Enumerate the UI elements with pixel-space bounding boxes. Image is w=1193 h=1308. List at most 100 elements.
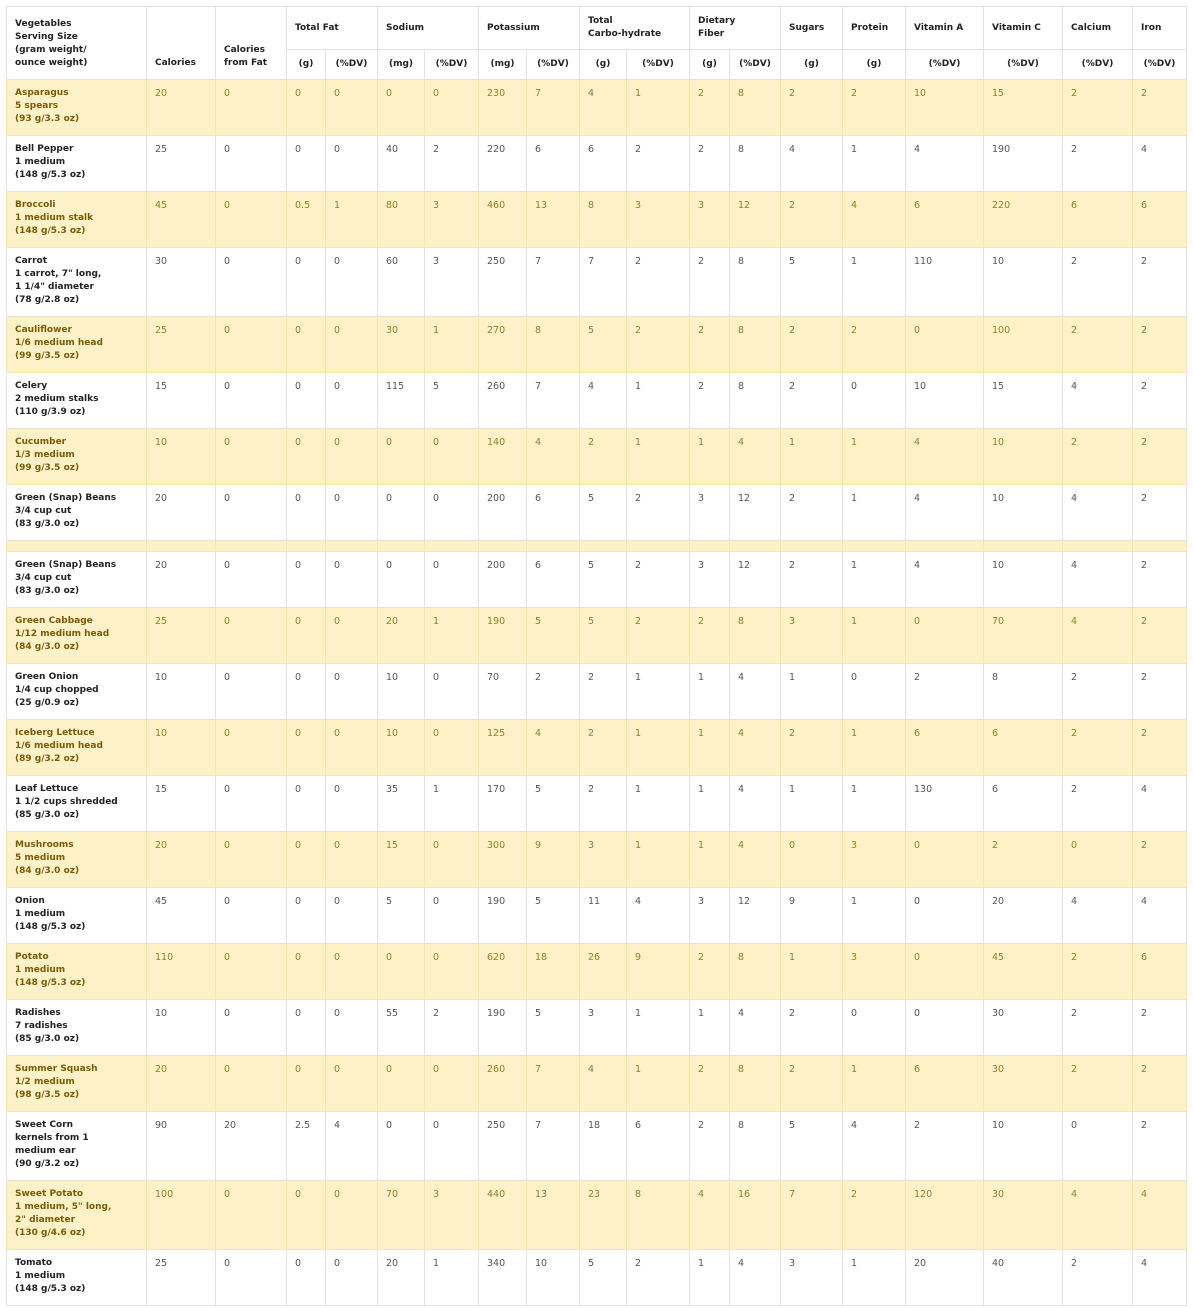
value-cell: 8	[729, 135, 782, 192]
value-cell: 4	[1132, 887, 1188, 944]
vegetable-name-cell: Carrot 1 carrot, 7" long, 1 1/4" diameter (…	[6, 247, 147, 317]
value-cell: 1	[423, 1249, 480, 1306]
value-cell: 1	[423, 607, 480, 664]
unit-header: (%DV)	[1062, 49, 1134, 80]
table-row: Summer Squash 1/2 medium (98 g/3.5 oz) 20 0 0…	[6, 1055, 1188, 1112]
text-line: (148 g/5.3 oz)	[15, 226, 86, 236]
value-cell: 1	[842, 135, 907, 192]
value-cell: 4	[729, 663, 782, 720]
vegetable-name-cell: Tomato 1 medium (148 g/5.3 oz)	[6, 1249, 147, 1306]
value-cell: 0	[215, 887, 287, 944]
value-cell	[842, 540, 907, 552]
value-cell: 0	[286, 775, 326, 832]
value-cell: 0	[215, 79, 287, 136]
value-cell	[780, 540, 844, 552]
value-cell: 9	[626, 943, 691, 1000]
text-line: Green (Snap) Beans	[15, 493, 117, 503]
text-line: Summer Squash	[15, 1064, 98, 1074]
value-cell: 3	[689, 484, 731, 541]
table-row: Green (Snap) Beans 3/4 cup cut (83 g/3.0 o…	[6, 484, 1188, 541]
value-cell: 1	[780, 428, 844, 485]
value-cell: 18	[526, 943, 581, 1000]
value-cell: 1	[689, 663, 731, 720]
value-cell: 230	[478, 79, 528, 136]
unit-header: (g)	[780, 49, 844, 80]
text-line: 1/6 medium head	[15, 338, 103, 348]
text-line: Total Fat	[295, 22, 339, 33]
value-cell: 60	[377, 247, 425, 317]
vegetable-name-cell: Bell Pepper 1 medium (148 g/5.3 oz)	[6, 135, 147, 192]
text-line: Radishes	[15, 1008, 61, 1018]
value-cell: 4	[1062, 607, 1134, 664]
text-line: Vegetables	[15, 19, 72, 29]
value-cell: 2	[1062, 316, 1134, 373]
value-cell: 1	[842, 887, 907, 944]
value-cell: 1	[423, 316, 480, 373]
value-cell: 6	[983, 719, 1064, 776]
table-row: Green Onion 1/4 cup chopped (25 g/0.9 oz) 1…	[6, 663, 1188, 720]
column-header: Dietary Fiber	[689, 6, 782, 50]
value-cell: 12	[729, 191, 782, 248]
text-line: 1/3 medium	[15, 450, 75, 460]
value-cell: 2	[780, 484, 844, 541]
text-line: Broccoli	[15, 200, 56, 210]
vegetable-name-cell: Green (Snap) Beans 3/4 cup cut (83 g/3.0 o…	[6, 484, 147, 541]
value-cell: 5	[526, 775, 581, 832]
value-cell: 1	[842, 719, 907, 776]
value-cell: 10	[983, 1111, 1064, 1181]
text-line: 1 1/4" diameter	[15, 282, 94, 292]
text-line: Cauliflower	[15, 325, 72, 335]
value-cell: 0	[423, 428, 480, 485]
value-cell: 7	[780, 1180, 844, 1250]
value-cell	[983, 540, 1064, 552]
value-cell: 2	[689, 79, 731, 136]
value-cell: 3	[842, 943, 907, 1000]
value-cell: 2	[1132, 607, 1188, 664]
value-cell: 20	[146, 79, 216, 136]
value-cell: 4	[325, 1111, 378, 1181]
value-cell: 0	[215, 372, 287, 429]
text-line: 7 radishes	[15, 1021, 68, 1031]
table-row: Cucumber 1/3 medium (99 g/3.5 oz) 10 0 0 0 0 0 14…	[6, 428, 1188, 485]
table-row: Leaf Lettuce 1 1/2 cups shredded (85 g/3.0…	[6, 775, 1188, 832]
value-cell: 6	[626, 1111, 691, 1181]
value-cell: 0	[286, 663, 326, 720]
vegetable-name-cell: Leaf Lettuce 1 1/2 cups shredded (85 g/3.0…	[6, 775, 147, 832]
value-cell: 0	[215, 316, 287, 373]
value-cell: 2	[626, 484, 691, 541]
value-cell: 0	[215, 999, 287, 1056]
vegetable-name-cell: Green (Snap) Beans 3/4 cup cut (83 g/3.0 o…	[6, 551, 147, 608]
table-row: Onion 1 medium (148 g/5.3 oz) 45 0 0 0 5 0 190 5 11…	[6, 887, 1188, 944]
value-cell: 2	[1062, 1249, 1134, 1306]
text-line: Carbo-hydrate	[588, 29, 662, 39]
value-cell: 10	[146, 999, 216, 1056]
value-cell: 0	[325, 79, 378, 136]
value-cell: 23	[579, 1180, 628, 1250]
table-row: Broccoli 1 medium stalk (148 g/5.3 oz) 45 0 0…	[6, 191, 1188, 248]
value-cell: 2.5	[286, 1111, 326, 1181]
table-row: Mushrooms 5 medium (84 g/3.0 oz) 20 0 0 0 15 0 30…	[6, 831, 1188, 888]
value-cell: 7	[526, 372, 581, 429]
table-row: Iceberg Lettuce 1/6 medium head (89 g/3.2 …	[6, 719, 1188, 776]
text-line: (130 g/4.6 oz)	[15, 1228, 86, 1238]
value-cell: 1	[689, 831, 731, 888]
value-cell: 0	[286, 999, 326, 1056]
table-row: Tomato 1 medium (148 g/5.3 oz) 25 0 0 0 20 1 340 1…	[6, 1249, 1188, 1306]
value-cell: 260	[478, 1055, 528, 1112]
text-line: Calories	[224, 45, 265, 55]
text-line: Asparagus	[15, 88, 69, 98]
table-row: Cauliflower 1/6 medium head (99 g/3.5 oz) 2…	[6, 316, 1188, 373]
table-body: Asparagus 5 spears (93 g/3.3 oz) 20 0 0 0 0 0 230…	[6, 79, 1188, 1306]
vegetable-name-cell: Cucumber 1/3 medium (99 g/3.5 oz)	[6, 428, 147, 485]
text-line: 1/4 cup chopped	[15, 685, 99, 695]
value-cell: 170	[478, 775, 528, 832]
value-cell: 5	[579, 607, 628, 664]
value-cell: 2	[423, 999, 480, 1056]
value-cell: 0	[286, 607, 326, 664]
text-line: (85 g/3.0 oz)	[15, 810, 80, 820]
value-cell: 130	[905, 775, 985, 832]
value-cell: 2	[626, 551, 691, 608]
value-cell: 2	[423, 135, 480, 192]
value-cell: 1	[423, 775, 480, 832]
value-cell: 15	[983, 79, 1064, 136]
